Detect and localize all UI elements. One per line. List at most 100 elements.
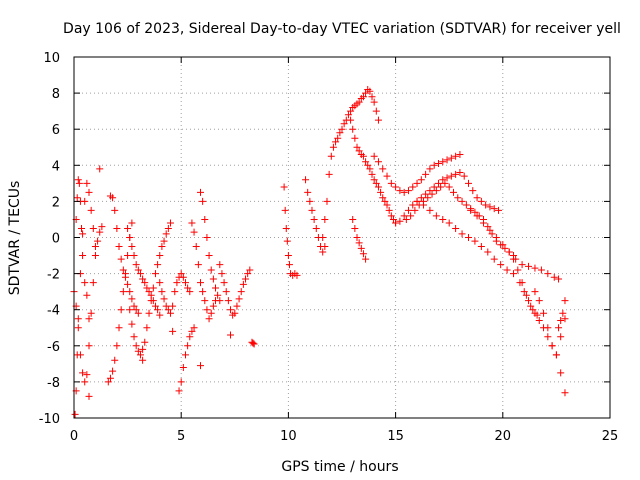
data-point	[323, 197, 331, 205]
data-point	[368, 170, 376, 178]
data-point	[473, 212, 481, 220]
data-point	[417, 176, 425, 184]
data-point	[186, 288, 194, 296]
data-point	[482, 201, 490, 209]
data-point	[190, 324, 198, 332]
data-point	[544, 333, 552, 341]
data-point	[237, 288, 245, 296]
data-point	[379, 165, 387, 173]
data-point	[128, 219, 136, 227]
data-point	[535, 317, 543, 325]
data-point	[452, 170, 460, 178]
data-point	[424, 194, 432, 202]
data-point	[130, 302, 138, 310]
data-point	[454, 194, 462, 202]
data-point	[480, 219, 488, 227]
data-point	[319, 248, 327, 256]
data-point	[355, 147, 363, 155]
data-point	[280, 183, 288, 191]
data-point	[151, 270, 159, 278]
y-axis-label: SDTVAR / TECUs	[7, 181, 23, 296]
data-point	[310, 215, 318, 223]
data-point	[111, 356, 119, 364]
data-point	[205, 252, 213, 260]
data-point	[557, 317, 565, 325]
data-point	[79, 252, 87, 260]
data-point	[89, 224, 97, 232]
data-point	[104, 378, 112, 386]
data-point	[85, 342, 93, 350]
data-point	[340, 120, 348, 128]
data-point	[186, 333, 194, 341]
data-point	[145, 288, 153, 296]
data-point	[419, 201, 427, 209]
data-point	[227, 331, 235, 339]
data-point	[205, 315, 213, 323]
data-point	[89, 279, 97, 287]
y-tick-label: -6	[47, 340, 60, 355]
data-point	[327, 152, 335, 160]
data-point	[351, 224, 359, 232]
data-point	[130, 333, 138, 341]
data-point	[379, 194, 387, 202]
data-point	[525, 262, 533, 270]
data-point	[555, 275, 563, 283]
data-point	[486, 203, 494, 211]
data-point	[351, 134, 359, 142]
data-point	[505, 248, 513, 256]
data-point	[447, 154, 455, 162]
data-point	[74, 315, 82, 323]
data-point	[117, 255, 125, 263]
data-point	[561, 297, 569, 305]
data-point	[166, 219, 174, 227]
data-point	[126, 234, 134, 241]
data-point	[555, 324, 563, 332]
data-point	[464, 234, 472, 241]
data-point	[119, 288, 127, 296]
data-point	[368, 93, 376, 101]
data-point	[158, 288, 166, 296]
data-point	[467, 206, 475, 214]
data-point	[126, 306, 134, 314]
data-point	[537, 266, 545, 274]
x-tick-label: 10	[280, 429, 297, 444]
data-point	[370, 152, 378, 160]
data-point	[413, 179, 421, 187]
data-point	[106, 374, 114, 382]
data-point	[190, 228, 198, 236]
data-point	[510, 255, 518, 263]
data-point	[194, 261, 202, 269]
data-point	[497, 261, 505, 269]
data-point	[175, 387, 183, 395]
data-point	[73, 194, 81, 202]
y-tick-label: 2	[52, 195, 60, 210]
data-point	[216, 297, 224, 305]
data-point	[452, 224, 460, 232]
data-point	[181, 351, 189, 359]
data-point	[437, 183, 445, 191]
data-point	[540, 309, 548, 317]
data-point	[477, 197, 485, 205]
data-point	[83, 371, 91, 379]
data-point	[400, 212, 408, 220]
data-point	[344, 111, 352, 119]
data-point	[164, 224, 172, 232]
data-point	[235, 295, 243, 303]
data-point	[544, 270, 552, 278]
data-point	[184, 342, 192, 350]
data-point	[514, 266, 522, 274]
data-point	[552, 351, 560, 359]
data-point	[477, 243, 485, 251]
data-point	[81, 279, 89, 287]
x-tick-label: 5	[177, 429, 185, 444]
data-point	[231, 309, 239, 317]
data-point	[134, 347, 142, 355]
data-point	[319, 234, 327, 241]
data-point	[124, 280, 132, 288]
data-point	[407, 212, 415, 220]
data-point	[561, 315, 569, 323]
data-point	[96, 228, 104, 236]
data-point	[422, 190, 430, 198]
data-point	[471, 237, 479, 245]
data-point	[452, 152, 460, 160]
